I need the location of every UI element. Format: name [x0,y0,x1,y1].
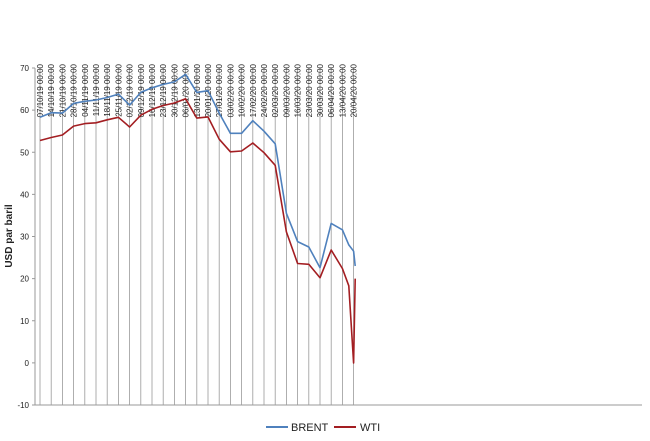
y-tick-label: 60 [20,106,29,115]
x-tick-label: 13/01/20 00:00 [193,63,202,117]
y-tick-label: 20 [20,275,29,284]
y-tick-labels: -10 0 10 20 30 40 50 60 70 [17,64,35,410]
y-tick-label: -10 [17,401,29,410]
x-tick-label: 03/02/20 00:00 [226,63,235,117]
x-tick-label: 20/04/20 00:00 [350,63,359,117]
legend-label-brent: BRENT [291,422,329,434]
legend: BRENT WTI [266,422,380,434]
x-tick-label: 13/04/20 00:00 [338,63,347,117]
x-tick-label: 30/12/19 00:00 [170,63,179,117]
x-tick-label: 24/02/20 00:00 [260,63,269,117]
series-lines [39,73,356,364]
x-tick-label: 27/01/20 00:00 [215,63,224,117]
y-tick-label: 30 [20,233,29,242]
y-tick-label: 50 [20,148,29,157]
x-tick-label: 14/10/19 00:00 [47,63,56,117]
legend-label-wti: WTI [360,422,380,434]
x-tick-label: 07/10/19 00:00 [36,63,45,117]
x-tick-label: 28/10/19 00:00 [70,63,79,117]
x-tick-label: 10/02/20 00:00 [238,63,247,117]
y-axis-label: USD par baril [4,204,15,268]
x-tick-label: 16/12/19 00:00 [148,63,157,117]
x-tick-label: 30/03/20 00:00 [316,63,325,117]
x-tick-labels: 07/10/19 00:00 14/10/19 00:00 21/10/19 00:… [36,63,359,117]
x-tick-label: 23/03/20 00:00 [305,63,314,117]
x-tick-label: 21/10/19 00:00 [58,63,67,117]
x-tick-label: 04/11/19 00:00 [81,63,90,116]
x-tick-label: 02/12/19 00:00 [126,63,135,117]
x-tick-label: 17/02/20 00:00 [249,63,258,117]
x-tick-label: 02/03/20 00:00 [271,63,280,117]
x-tick-label: 11/11/19 00:00 [92,63,101,116]
x-tick-label: 09/12/19 00:00 [137,63,146,117]
x-tick-label: 25/11/19 00:00 [114,63,123,116]
y-tick-label: 70 [20,64,29,73]
x-tick-label: 23/12/19 00:00 [159,63,168,117]
y-tick-label: 40 [20,190,29,199]
x-tick-label: 09/03/20 00:00 [282,63,291,117]
series-line-brent [39,73,356,269]
x-tick-label: 16/03/20 00:00 [294,63,303,117]
x-tick-label: 06/04/20 00:00 [327,63,336,117]
x-tick-label: 06/01/20 00:00 [182,63,191,117]
x-tick-label: 18/11/19 00:00 [103,63,112,116]
y-tick-label: 0 [25,359,30,368]
series-line-wti [39,98,356,364]
y-tick-label: 10 [20,317,29,326]
